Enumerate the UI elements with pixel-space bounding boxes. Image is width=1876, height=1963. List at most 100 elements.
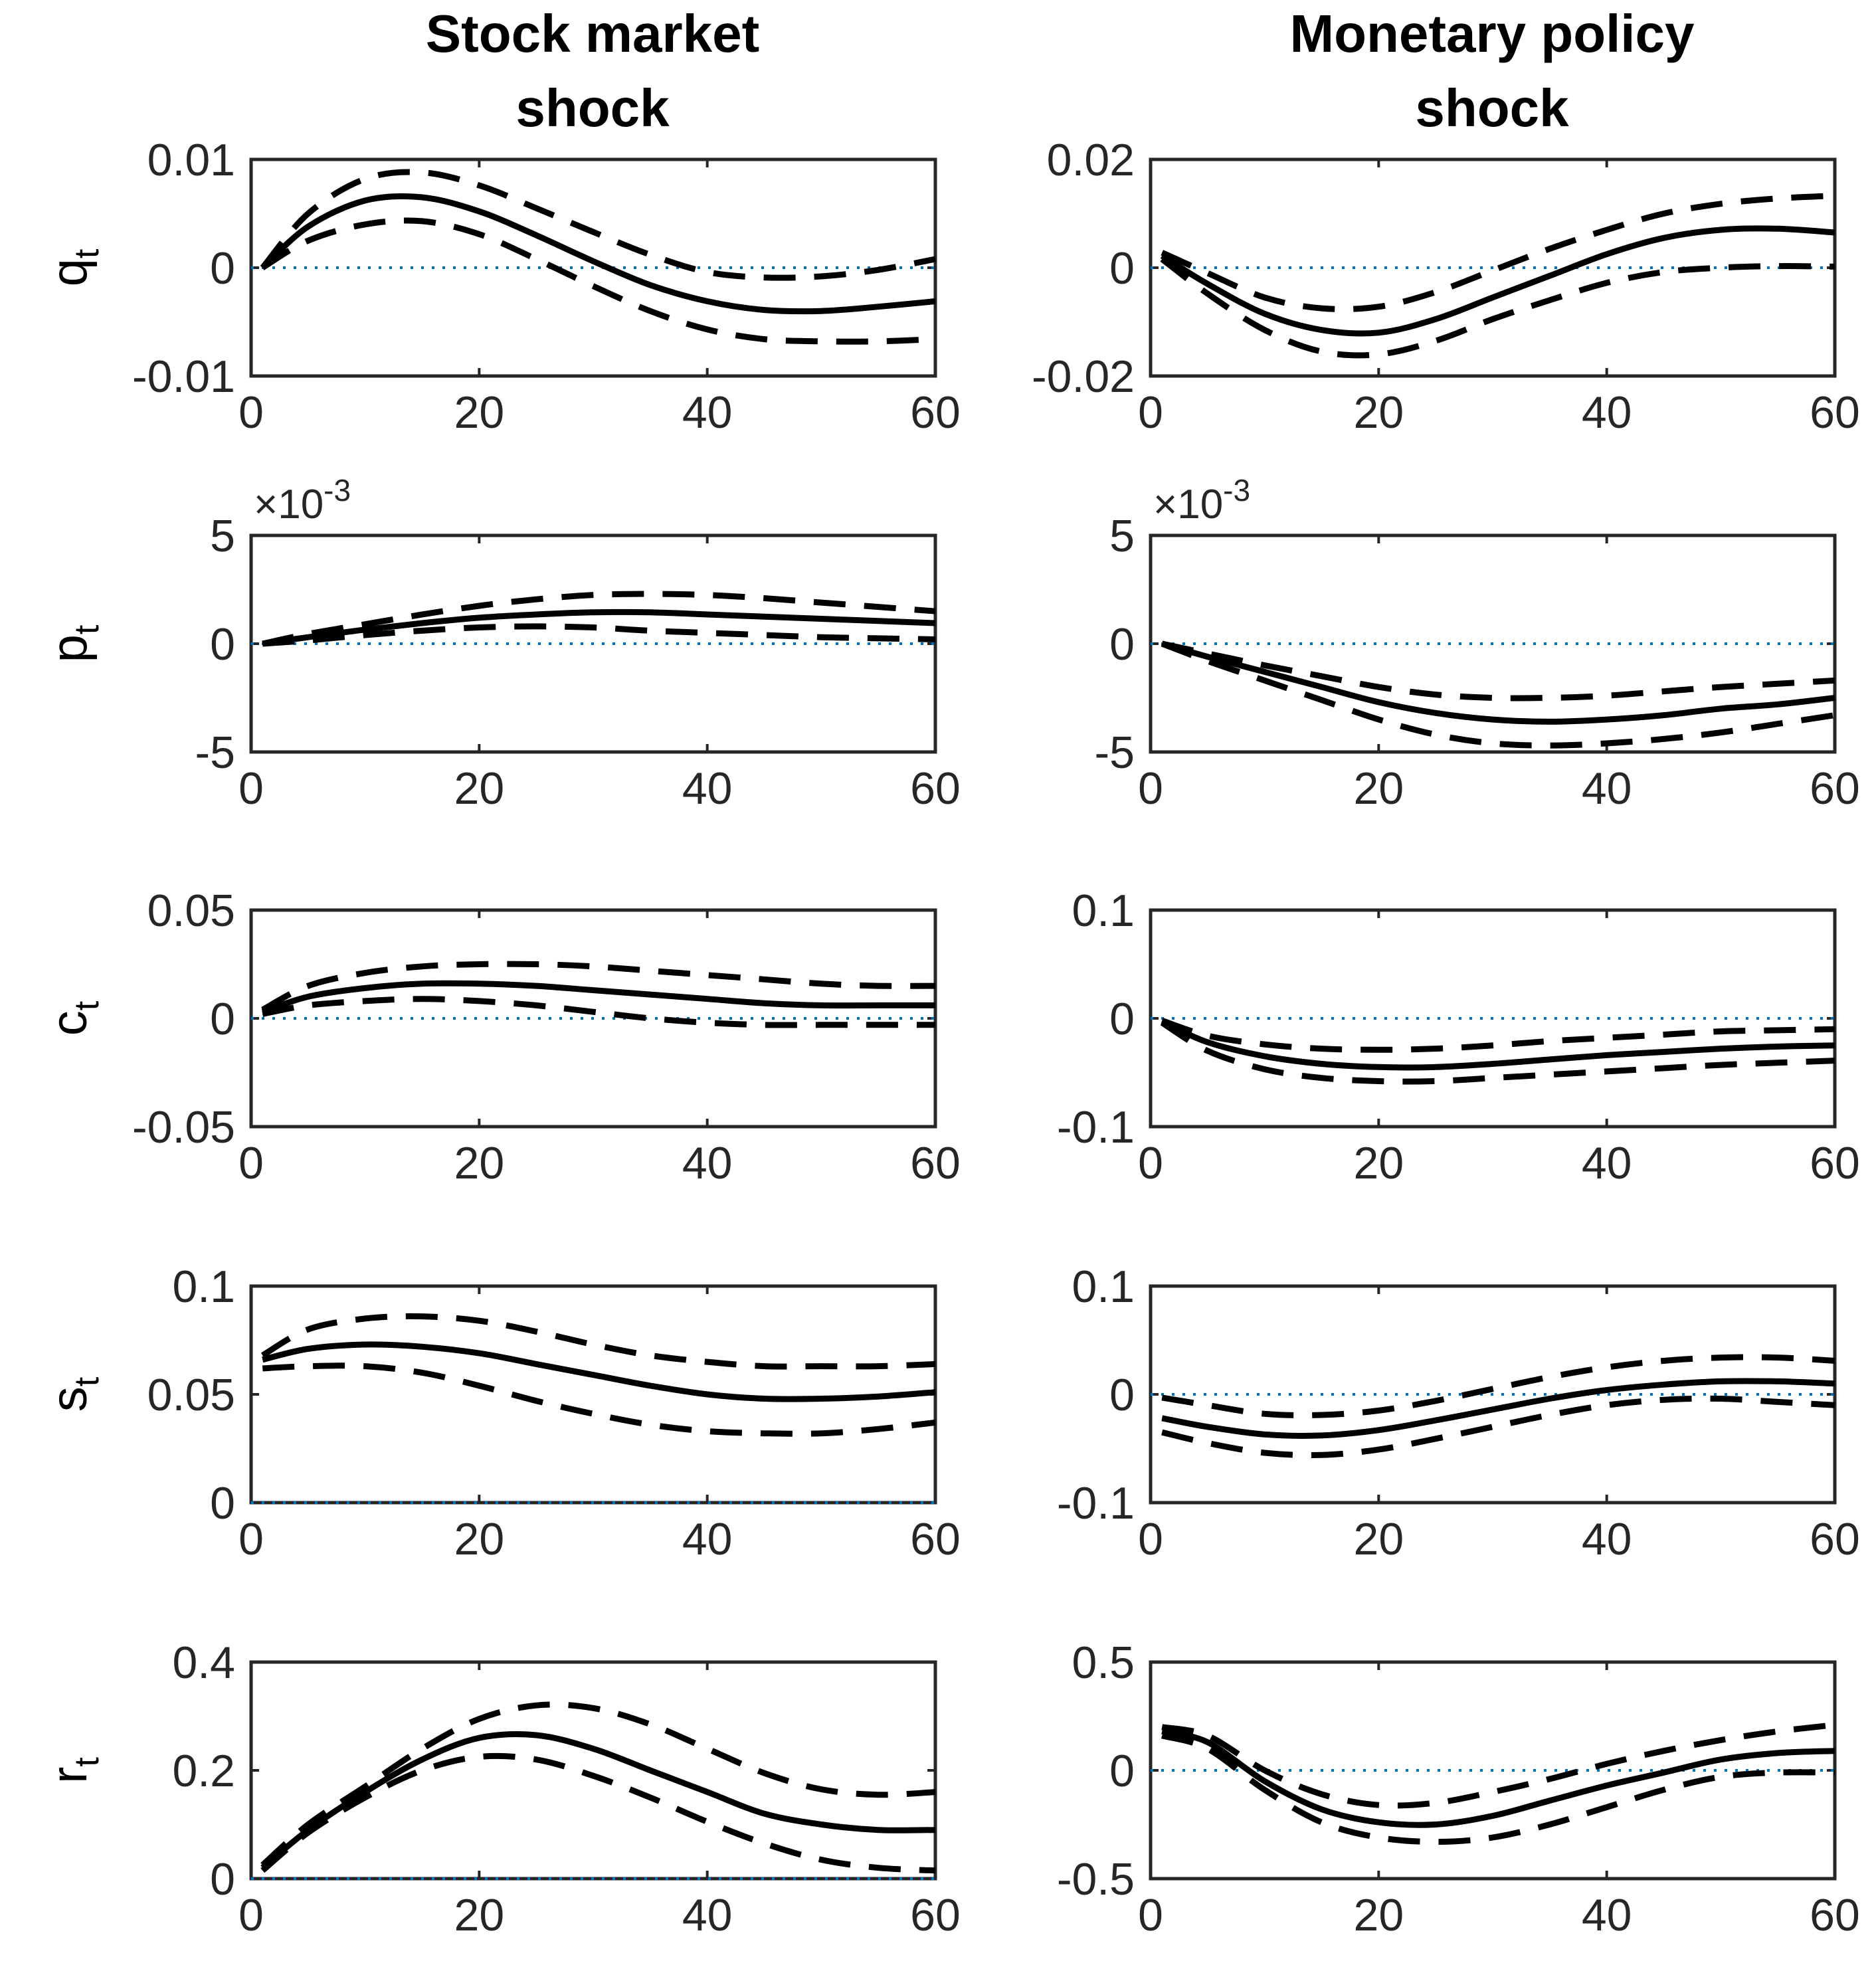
- y-tick-label: 0: [1109, 1746, 1135, 1796]
- median-response-line: [1161, 1728, 1835, 1828]
- x-tick-label: 0: [1138, 387, 1163, 438]
- x-tick-label: 40: [1582, 1890, 1632, 1940]
- y-tick-label: 0.1: [172, 1262, 235, 1312]
- x-tick-label: 0: [1138, 763, 1163, 814]
- y-tick-label: -5: [1095, 727, 1135, 778]
- median-response-line: [1160, 225, 1835, 337]
- x-tick-label: 40: [1582, 387, 1632, 438]
- panel-3-1: 0 20 40 60-0.100.1: [1057, 1262, 1860, 1564]
- y-tick-label: 0.2: [172, 1746, 235, 1796]
- y-tick-label: -0.05: [132, 1102, 235, 1153]
- x-tick-label: 60: [910, 387, 961, 438]
- x-tick-label: 60: [910, 763, 961, 814]
- y-tick-label: 0.01: [147, 135, 235, 185]
- confidence-band-line: [261, 961, 936, 1012]
- y-exponent-label: ×10-3: [1153, 473, 1250, 527]
- x-tick-label: 20: [1354, 387, 1404, 438]
- column-title-line: Monetary policy: [1289, 4, 1695, 63]
- y-tick-label: 0.4: [172, 1637, 235, 1688]
- x-tick-label: 0: [238, 1138, 264, 1188]
- median-response-line: [260, 193, 936, 315]
- y-axis-label: qt: [41, 248, 106, 286]
- x-tick-label: 0: [238, 1514, 264, 1564]
- median-response-line: [262, 608, 936, 647]
- confidence-band-line: [1161, 640, 1835, 701]
- column-title-line: shock: [516, 78, 670, 138]
- confidence-band-line: [260, 1313, 936, 1370]
- y-tick-label: 0.1: [1072, 886, 1135, 936]
- x-tick-label: 60: [910, 1514, 961, 1564]
- y-axis-label: pt: [41, 624, 106, 662]
- median-response-line: [1161, 1018, 1835, 1071]
- confidence-band-line: [262, 591, 936, 647]
- y-tick-label: 5: [210, 511, 235, 561]
- x-tick-label: 40: [1582, 1514, 1632, 1564]
- y-tick-label: 0: [210, 1854, 235, 1905]
- x-tick-label: 40: [1582, 763, 1632, 814]
- panel-4-1: 0 20 40 60-0.500.5: [1057, 1637, 1860, 1940]
- confidence-band-line: [1161, 1722, 1835, 1809]
- column-title-line: shock: [1415, 78, 1569, 138]
- median-response-line: [260, 1731, 936, 1871]
- column-title-line: Stock market: [426, 4, 759, 63]
- x-tick-label: 60: [910, 1138, 961, 1188]
- y-axis-label: rt: [41, 1757, 106, 1784]
- confidence-band-line: [1161, 193, 1835, 312]
- x-tick-label: 20: [454, 1514, 505, 1564]
- x-tick-label: 20: [454, 763, 505, 814]
- x-tick-label: 60: [1810, 763, 1860, 814]
- y-tick-label: 0.1: [1072, 1262, 1135, 1312]
- x-tick-label: 20: [1354, 1890, 1404, 1940]
- y-tick-label: -0.5: [1057, 1854, 1135, 1905]
- y-tick-label: -0.02: [1032, 351, 1135, 402]
- x-tick-label: 20: [1354, 1514, 1404, 1564]
- confidence-band-line: [260, 217, 936, 345]
- confidence-band-line: [262, 1362, 936, 1437]
- y-axis-label: ct: [41, 1000, 106, 1036]
- y-tick-label: 0.05: [147, 1370, 235, 1420]
- x-tick-label: 60: [1810, 1514, 1860, 1564]
- x-tick-label: 60: [1810, 1890, 1860, 1940]
- confidence-band-line: [262, 623, 936, 647]
- confidence-band-line: [1160, 256, 1835, 359]
- median-response-line: [262, 1341, 936, 1402]
- y-tick-label: -5: [195, 727, 235, 778]
- x-tick-label: 40: [682, 763, 733, 814]
- y-tick-label: -0.1: [1057, 1478, 1135, 1529]
- confidence-band-line: [262, 996, 935, 1028]
- x-tick-label: 0: [1138, 1138, 1163, 1188]
- y-tick-label: -0.01: [132, 351, 235, 402]
- x-tick-label: 20: [454, 1890, 505, 1940]
- y-exponent-label: ×10-3: [254, 473, 351, 527]
- confidence-band-line: [260, 169, 936, 281]
- median-response-line: [1161, 1378, 1835, 1439]
- y-tick-label: 0: [210, 1478, 235, 1529]
- x-tick-label: 60: [1810, 1138, 1860, 1188]
- y-tick-label: 0: [210, 243, 235, 294]
- x-tick-label: 40: [1582, 1138, 1632, 1188]
- confidence-band-line: [1161, 1395, 1835, 1459]
- panel-2-1: 0 20 40 60-0.100.1: [1057, 886, 1860, 1188]
- x-tick-label: 40: [682, 1514, 733, 1564]
- confidence-band-line: [260, 1752, 936, 1874]
- axes-box: [249, 1284, 937, 1505]
- y-tick-label: 0.05: [147, 886, 235, 936]
- x-tick-label: 0: [1138, 1890, 1163, 1940]
- y-axis-label: st: [41, 1376, 106, 1412]
- confidence-band-line: [1161, 1732, 1835, 1845]
- y-tick-label: 0.02: [1047, 135, 1135, 185]
- panel-3-0: 0 20 40 60 0 0.05 0.1 st: [41, 1262, 961, 1564]
- x-tick-label: 60: [910, 1890, 961, 1940]
- x-tick-label: 0: [1138, 1514, 1163, 1564]
- confidence-band-line: [1161, 640, 1835, 749]
- x-tick-label: 60: [1810, 387, 1860, 438]
- panel-1-1: 0 20 40 60-505×10-3: [1095, 473, 1860, 814]
- y-tick-label: 0.5: [1072, 1637, 1135, 1688]
- y-tick-label: 5: [1109, 511, 1135, 561]
- y-tick-label: 0: [1109, 994, 1135, 1044]
- x-tick-label: 0: [238, 1890, 264, 1940]
